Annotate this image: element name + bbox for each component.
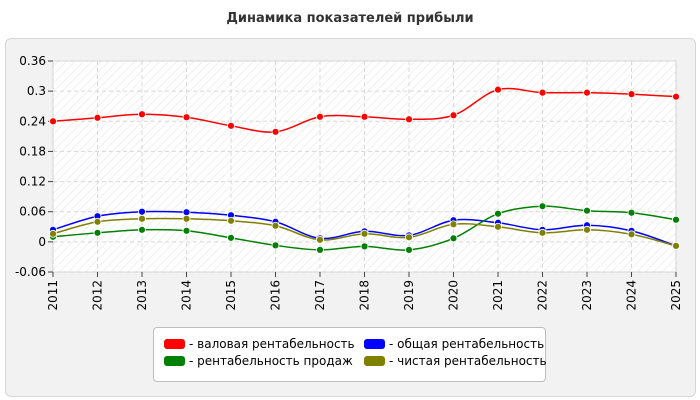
x-tick-label: 2024 — [625, 280, 639, 311]
data-point[interactable] — [316, 235, 324, 244]
data-point[interactable] — [538, 202, 547, 211]
data-point[interactable] — [583, 206, 591, 215]
data-point[interactable] — [672, 92, 680, 101]
legend: - валовая рентабельность - общая рентабе… — [153, 327, 547, 382]
legend-swatch-blue — [364, 339, 385, 349]
x-tick-label: 2021 — [491, 280, 505, 311]
data-point[interactable] — [405, 115, 413, 124]
data-point[interactable] — [227, 216, 235, 225]
x-tick-label: 2020 — [447, 280, 461, 311]
y-tick-label: 0.06 — [19, 205, 46, 219]
legend-item-sales: - рентабельность продаж — [164, 354, 353, 368]
data-point[interactable] — [49, 229, 57, 238]
data-point[interactable] — [494, 222, 502, 231]
series-points — [49, 85, 680, 254]
data-point[interactable] — [583, 88, 591, 97]
data-point[interactable] — [627, 230, 636, 239]
data-point[interactable] — [138, 207, 146, 216]
x-tick-label: 2015 — [224, 280, 238, 311]
data-point[interactable] — [316, 245, 324, 254]
legend-label: - валовая рентабельность — [189, 337, 355, 351]
data-point[interactable] — [449, 234, 458, 243]
y-tick-label: 0.3 — [27, 84, 46, 98]
data-point[interactable] — [138, 110, 146, 119]
x-tick-label: 2018 — [358, 280, 372, 311]
data-point[interactable] — [627, 90, 636, 99]
data-point[interactable] — [360, 242, 369, 251]
data-point[interactable] — [405, 233, 413, 242]
data-point[interactable] — [182, 226, 191, 235]
x-tick-label: 2014 — [180, 280, 194, 311]
data-point[interactable] — [672, 241, 680, 250]
data-point[interactable] — [538, 228, 547, 237]
legend-item-gross: - валовая рентабельность — [164, 337, 355, 351]
data-point[interactable] — [360, 112, 369, 121]
data-point[interactable] — [182, 214, 191, 223]
y-tick-label: 0.36 — [19, 54, 46, 68]
x-tick-label: 2022 — [536, 280, 550, 311]
data-point[interactable] — [182, 208, 191, 217]
data-point[interactable] — [316, 112, 324, 121]
data-point[interactable] — [182, 113, 191, 122]
data-point[interactable] — [271, 127, 280, 136]
data-point[interactable] — [583, 225, 591, 234]
x-tick-label: 2012 — [91, 280, 105, 311]
data-point[interactable] — [227, 121, 235, 130]
y-tick-label: 0 — [38, 235, 46, 249]
legend-swatch-red — [164, 339, 185, 349]
x-tick-label: 2019 — [402, 280, 416, 311]
data-point[interactable] — [672, 215, 680, 224]
x-tick-label: 2011 — [46, 280, 60, 311]
data-point[interactable] — [494, 85, 502, 94]
data-point[interactable] — [360, 229, 369, 238]
legend-item-net: - чистая рентабельность — [364, 354, 547, 368]
data-point[interactable] — [93, 228, 102, 237]
y-tick-label: 0.18 — [19, 144, 46, 158]
x-tick-label: 2023 — [580, 280, 594, 311]
data-point[interactable] — [138, 214, 146, 223]
data-point[interactable] — [227, 233, 235, 242]
chart-title: Динамика показателей прибыли — [226, 11, 474, 26]
data-point[interactable] — [405, 245, 413, 254]
data-point[interactable] — [449, 111, 458, 120]
x-tick-label: 2016 — [269, 280, 283, 311]
legend-label: - рентабельность продаж — [189, 354, 353, 368]
data-point[interactable] — [538, 88, 547, 97]
data-point[interactable] — [271, 241, 280, 250]
y-tick-label: 0.12 — [19, 175, 46, 189]
x-tick-label: 2013 — [135, 280, 149, 311]
data-point[interactable] — [93, 113, 102, 122]
data-point[interactable] — [449, 220, 458, 229]
x-axis-ticks: 2011 2012 2013 2014 2015 2016 2017 2018 2019 2020… — [46, 272, 683, 311]
legend-label: - чистая рентабельность — [389, 354, 547, 368]
y-axis-ticks: 0.36 0.3 0.24 0.18 0.12 0.06 0 -0.06 — [15, 54, 53, 279]
data-point[interactable] — [49, 117, 57, 126]
y-tick-label: -0.06 — [15, 265, 46, 279]
data-point[interactable] — [627, 208, 636, 217]
data-point[interactable] — [271, 221, 280, 230]
data-point[interactable] — [93, 217, 102, 226]
legend-swatch-olive — [364, 356, 385, 366]
x-tick-label: 2025 — [669, 280, 683, 311]
y-tick-label: 0.24 — [19, 114, 46, 128]
legend-label: - общая рентабельность — [389, 337, 545, 351]
data-point[interactable] — [138, 225, 146, 234]
data-point[interactable] — [494, 209, 502, 218]
legend-item-total: - общая рентабельность — [364, 337, 544, 351]
x-tick-label: 2017 — [313, 280, 327, 311]
legend-swatch-green — [164, 356, 185, 366]
